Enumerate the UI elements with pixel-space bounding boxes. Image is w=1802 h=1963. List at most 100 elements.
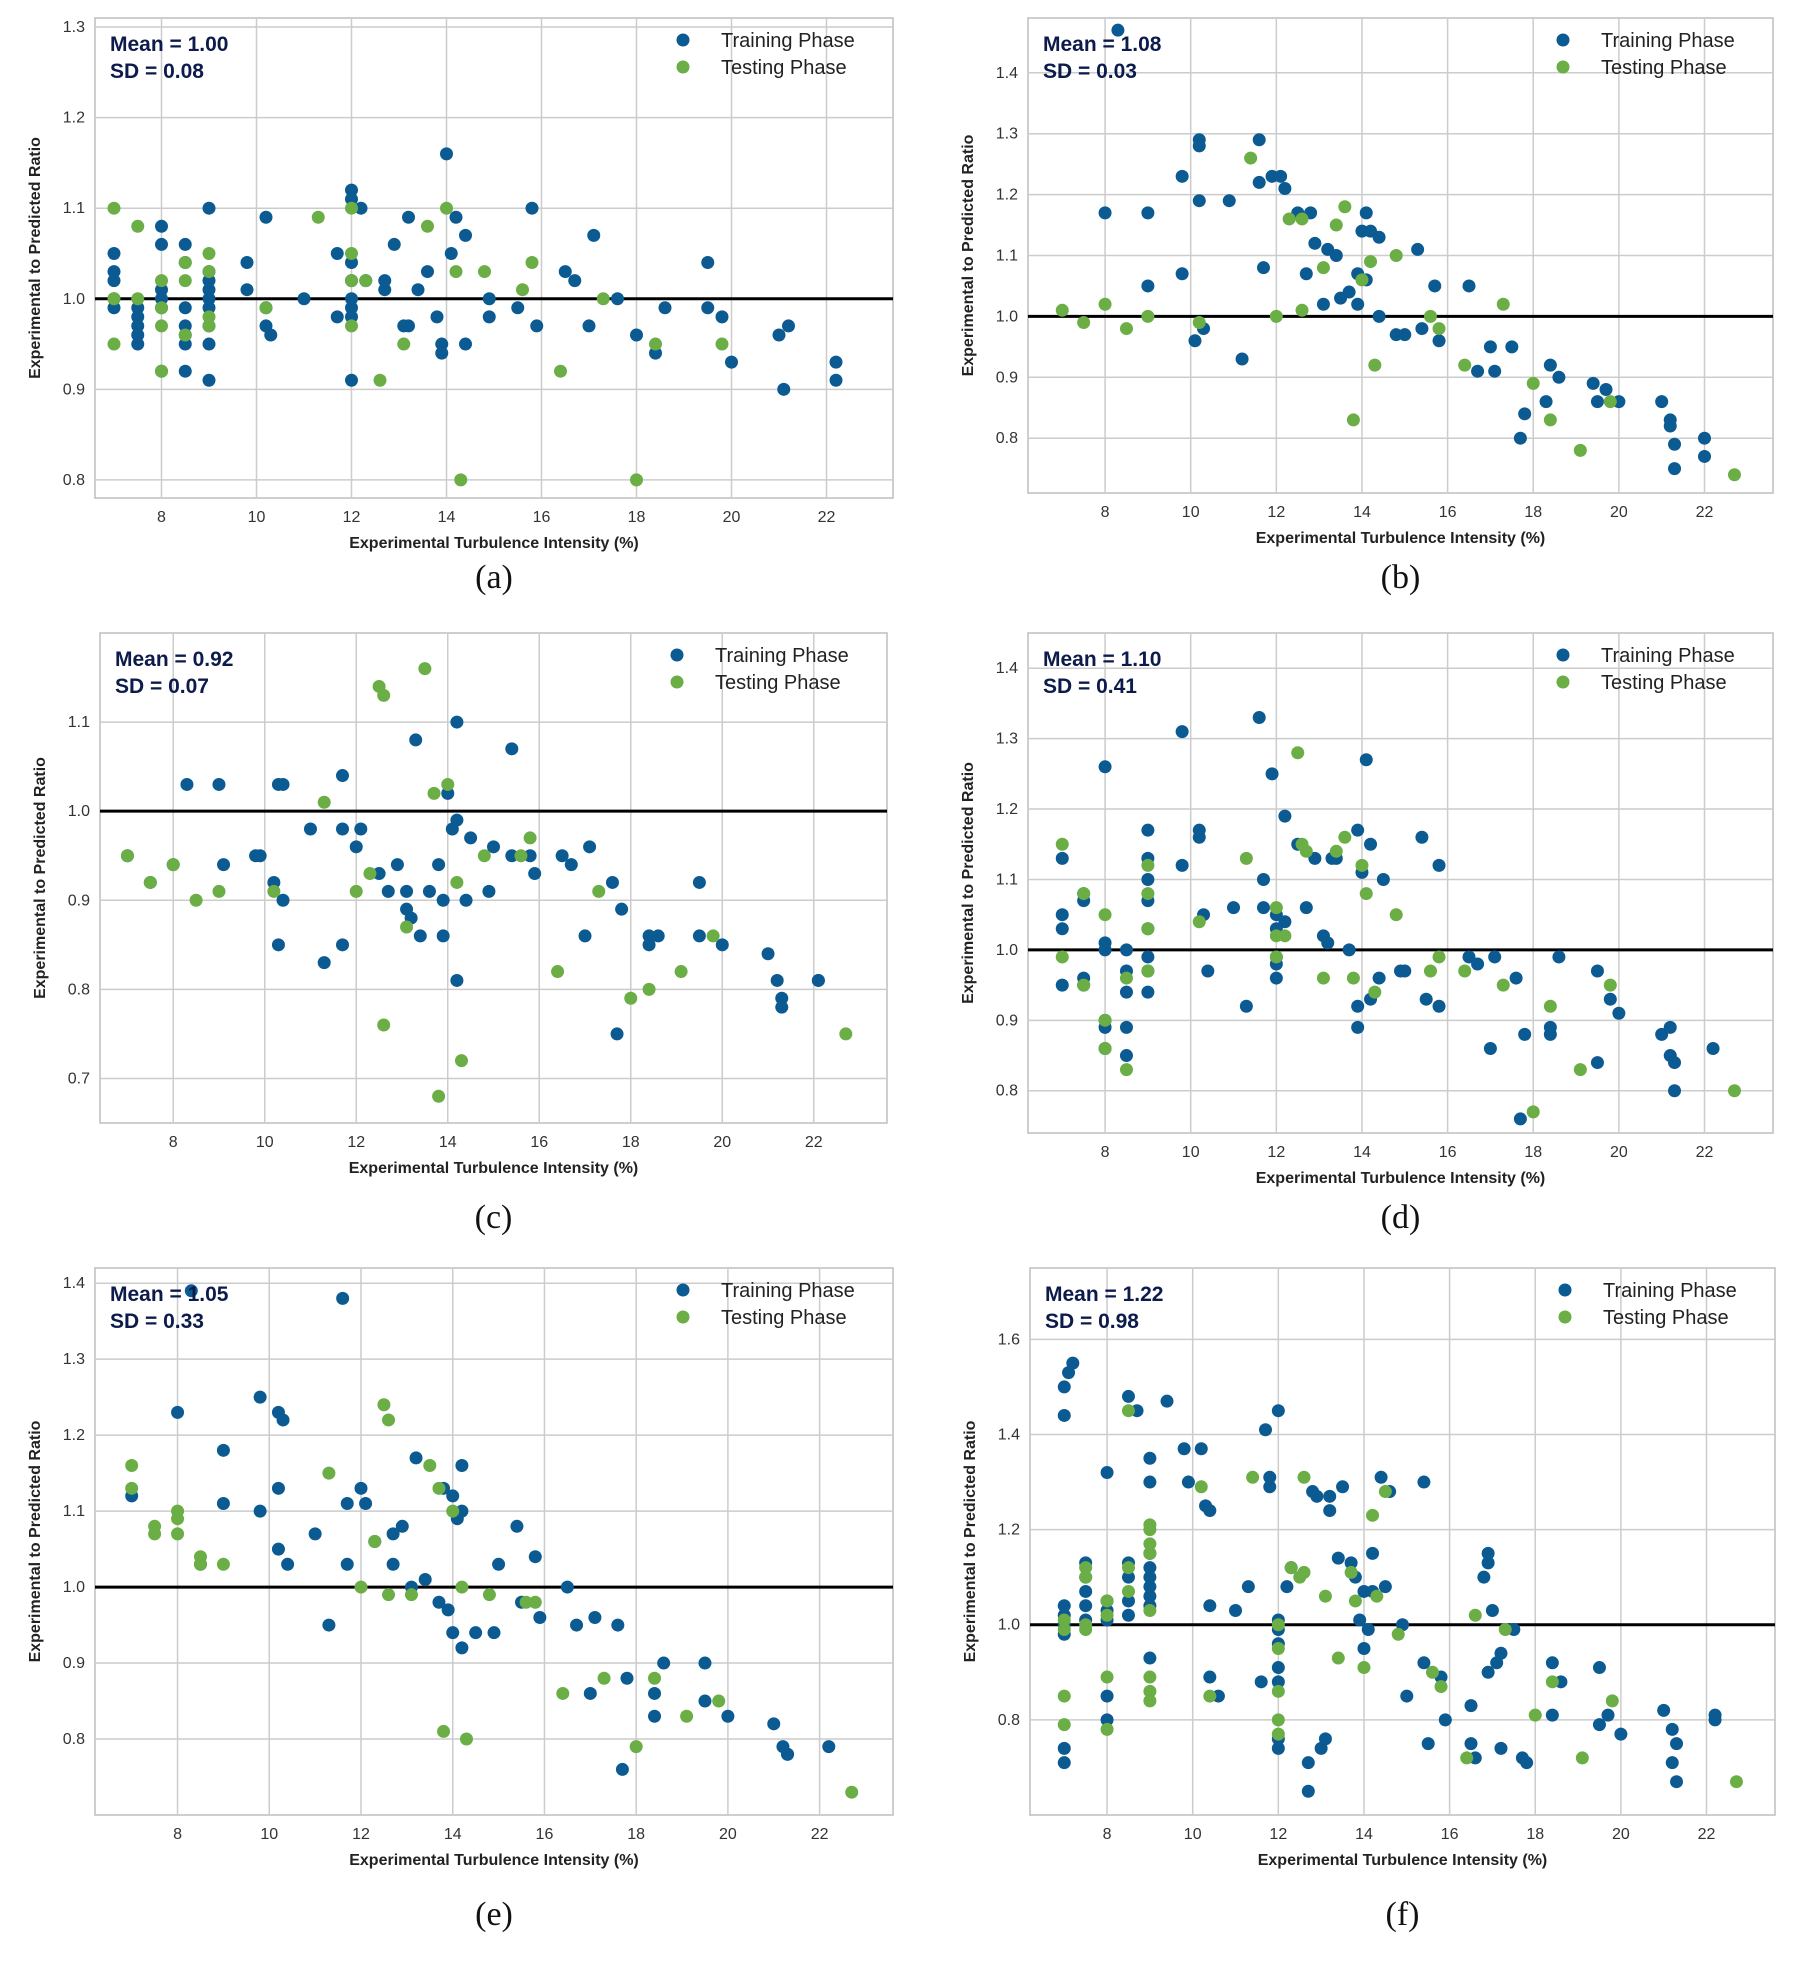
training-point [345,292,358,306]
training-point [630,328,643,342]
x-tick-label: 22 [1696,504,1714,521]
legend-marker-training [670,648,684,662]
testing-point [397,337,411,351]
training-point [1119,943,1133,957]
training-point [1323,1504,1337,1518]
testing-point [1368,358,1382,372]
x-tick-label: 18 [627,1826,645,1843]
x-tick-label: 16 [536,1826,554,1843]
y-tick-label: 0.8 [996,430,1018,447]
testing-point [1239,851,1253,865]
training-point [721,1709,735,1723]
training-point [1586,376,1600,390]
training-point [505,742,519,756]
y-tick-label: 0.9 [63,1655,85,1672]
testing-point [155,364,168,378]
stats-text: SD = 0.33 [110,1310,204,1333]
training-point [432,858,446,872]
x-tick-label: 14 [444,1826,462,1843]
training-point [1614,1727,1628,1741]
training-point [1663,1020,1677,1034]
training-point [829,373,843,387]
x-tick-label: 14 [1355,1826,1373,1843]
training-point [482,884,496,898]
testing-point [1079,1622,1093,1636]
x-tick-label: 22 [811,1826,829,1843]
testing-point [1378,1485,1392,1499]
y-tick-label: 1.4 [996,660,1018,677]
training-point [1239,999,1253,1013]
legend-label-testing: Testing Phase [1601,57,1727,79]
training-point [1143,1651,1157,1665]
training-point [1181,1475,1195,1489]
training-point [1670,1737,1684,1751]
x-tick-label: 18 [628,509,646,526]
training-point [178,337,192,351]
legend-marker-testing [1556,60,1570,74]
x-tick-label: 8 [169,1134,178,1151]
plot-area [1029,1267,1776,1816]
training-point [297,292,311,306]
training-point [492,1557,506,1571]
training-point [1192,194,1206,208]
testing-point [680,1709,694,1723]
training-point [1222,194,1236,208]
legend-label-testing: Testing Phase [721,57,847,79]
training-point [1366,1546,1380,1560]
training-point [587,228,601,242]
training-point [770,973,784,987]
training-point [440,147,453,161]
training-point [1488,364,1502,378]
testing-point [1434,1680,1448,1694]
x-tick-label: 10 [1182,1144,1200,1161]
training-point [1663,419,1677,433]
testing-point [131,292,145,306]
training-point [1055,851,1069,865]
x-axis-label: Experimental Turbulence Intensity (%) [1256,530,1546,547]
training-point [1592,1718,1606,1732]
y-tick-label: 0.8 [63,1731,85,1748]
testing-point [1346,971,1360,985]
training-point [1378,1580,1392,1594]
testing-point [1269,309,1283,323]
training-point [267,875,281,889]
training-point [1271,1675,1285,1689]
training-point [1419,992,1433,1006]
testing-point [1543,413,1557,427]
training-point [1098,943,1112,957]
training-point [1299,901,1313,915]
testing-point [1143,1670,1157,1684]
training-point [1400,1689,1414,1703]
testing-point [322,1466,336,1480]
training-point [1316,297,1330,311]
testing-point [525,256,539,270]
testing-point [1282,212,1296,226]
x-tick-label: 20 [719,1826,737,1843]
training-point [409,1451,423,1465]
training-point [1141,279,1155,293]
training-point [1175,267,1189,281]
y-tick-label: 0.8 [998,1712,1020,1729]
training-point [1299,267,1313,281]
testing-point [446,1504,460,1518]
training-point [1057,1599,1071,1613]
y-tick-label: 1.1 [996,871,1018,888]
testing-point [212,884,226,898]
training-point [202,201,216,215]
testing-point [455,1580,469,1594]
x-tick-label: 22 [818,509,836,526]
training-point [345,373,358,387]
testing-point [1098,908,1112,922]
training-point [435,337,449,351]
training-point [402,319,415,333]
testing-point [1079,1570,1093,1584]
testing-point [216,1557,230,1571]
training-point [1143,1570,1157,1584]
training-point [1351,823,1365,837]
training-point [378,274,392,288]
training-point [184,1284,198,1298]
training-point [1323,1489,1337,1503]
x-tick-label: 14 [1353,504,1371,521]
training-point [1372,309,1386,323]
testing-point [649,337,662,351]
